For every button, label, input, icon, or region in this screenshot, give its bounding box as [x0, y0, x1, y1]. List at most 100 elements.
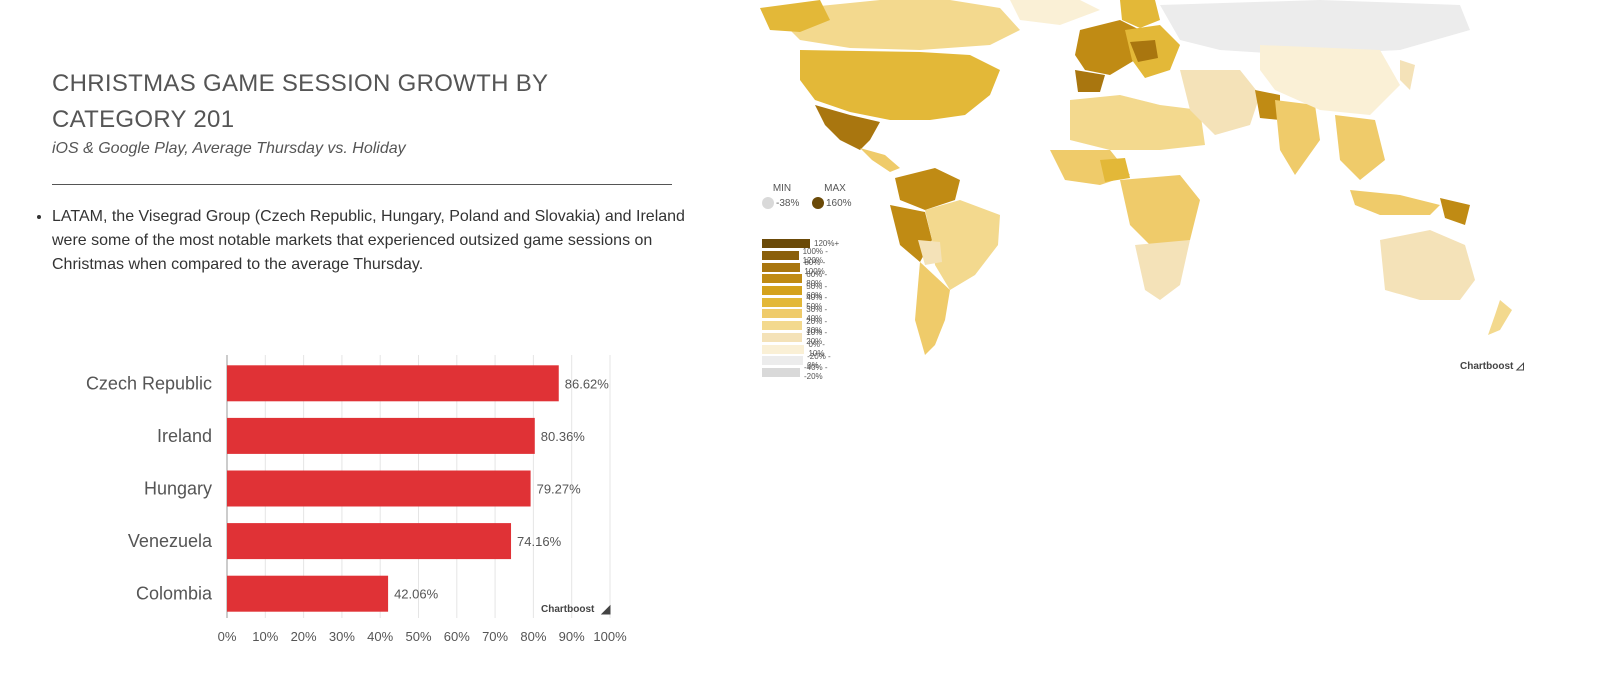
legend-entry: 80% - 100% — [762, 258, 839, 277]
legend-swatch — [762, 297, 803, 307]
page-subtitle: iOS & Google Play, Average Thursday vs. … — [52, 140, 406, 157]
region-nigeria — [1100, 158, 1130, 182]
chartboost-logo-icon — [600, 604, 611, 615]
legend-swatch — [762, 367, 800, 377]
region-north-africa — [1070, 95, 1205, 150]
bar — [227, 575, 389, 612]
legend-entry: 20% - 30% — [762, 317, 839, 335]
bar — [227, 523, 512, 560]
x-tick-label: 0% — [218, 629, 237, 644]
legend-max: MAX 160% — [812, 183, 858, 209]
legend-min-label: MIN — [772, 183, 792, 194]
legend-swatches: 120%+ 100% - 120% 80% - 100% 60% - 80% 50% -… — [762, 238, 839, 381]
x-tick-label: 90% — [559, 629, 585, 644]
region-greenland — [1010, 0, 1100, 25]
category-labels: Czech Republic Ireland Hungary Venezuela Col… — [86, 373, 213, 603]
value-label: 80.36% — [541, 429, 586, 444]
region-middle-east — [1180, 70, 1260, 135]
value-labels: 86.62% 80.36% 79.27% 74.16% 42.06% — [394, 376, 609, 601]
region-australia — [1380, 230, 1475, 300]
legend-entry: 60% - 80% — [762, 269, 839, 288]
value-label: 79.27% — [537, 482, 582, 497]
region-western-europe — [1075, 20, 1140, 75]
legend-entry: 120%+ — [762, 238, 839, 250]
legend-swatch — [762, 356, 804, 366]
legend-entry: -20% - 0% — [762, 351, 839, 370]
bullet-list: LATAM, the Visegrad Group (Czech Republi… — [32, 205, 692, 277]
region-southeast-asia — [1335, 115, 1385, 180]
legend-swatch — [762, 262, 801, 272]
region-china — [1260, 45, 1400, 115]
legend-label: 30% - 40% — [806, 304, 828, 323]
legend-label: 60% - 80% — [806, 269, 828, 288]
category-label: Colombia — [136, 584, 213, 604]
bar — [227, 365, 559, 402]
value-label: 74.16% — [517, 534, 562, 549]
region-indonesia — [1350, 190, 1440, 215]
region-scandinavia — [1120, 0, 1160, 28]
legend-entry: 50% - 60% — [762, 282, 839, 300]
legend-entry: -40% - -20% — [762, 363, 839, 381]
region-bolivia — [918, 240, 942, 265]
bar-chart: Czech Republic Ireland Hungary Venezuela Col… — [86, 355, 627, 644]
x-tick-label: 100% — [593, 629, 627, 644]
bars — [227, 365, 559, 612]
x-tick-label: 10% — [252, 629, 278, 644]
region-venezuela-colombia — [895, 168, 960, 210]
region-visegrad — [1130, 40, 1158, 62]
legend-entry: 30% - 40% — [762, 304, 839, 323]
legend-max-dot — [812, 197, 824, 209]
legend-swatch — [762, 344, 805, 354]
legend-entry: 10% - 20% — [762, 328, 839, 346]
legend-label: 40% - 50% — [806, 293, 828, 312]
legend-label: -40% - -20% — [803, 363, 828, 382]
category-label: Hungary — [144, 479, 212, 499]
legend-max-label: MAX — [824, 183, 846, 194]
bullet-item: LATAM, the Visegrad Group (Czech Republi… — [52, 205, 692, 277]
legend-label: 10% - 20% — [806, 328, 828, 347]
region-india — [1275, 100, 1320, 175]
legend-label: 120%+ — [814, 239, 840, 249]
chartboost-logo-icon: ◿ — [1516, 361, 1524, 372]
region-papua — [1440, 198, 1470, 225]
legend-label: 100% - 120% — [802, 246, 828, 265]
region-alaska — [760, 0, 830, 32]
map-watermark: Chartboost ◿ — [1460, 361, 1524, 372]
x-tick-label: 30% — [329, 629, 355, 644]
legend-min: MIN -38% — [762, 183, 802, 209]
region-southern-africa — [1135, 240, 1190, 300]
legend-swatch — [762, 274, 803, 284]
region-new-zealand — [1488, 300, 1512, 335]
legend-swatch — [762, 251, 799, 261]
legend-min-value: -38% — [776, 197, 800, 209]
region-pakistan — [1255, 90, 1280, 120]
region-japan — [1400, 60, 1415, 90]
divider — [52, 184, 672, 185]
map-watermark-text: Chartboost — [1460, 361, 1514, 372]
legend-label: 80% - 100% — [804, 258, 826, 277]
x-tick-label: 40% — [367, 629, 393, 644]
legend-swatch — [762, 309, 803, 319]
x-tick-labels: 0% 10% 20% 30% 40% 50% 60% 70% 80% 90% 100% — [218, 629, 627, 644]
legend-label: -20% - 0% — [807, 351, 831, 370]
legend-swatch — [762, 239, 810, 249]
region-argentina-chile — [915, 262, 950, 355]
legend-min-dot — [762, 197, 774, 209]
category-label: Ireland — [157, 426, 212, 446]
world-choropleth-map — [760, 0, 1512, 355]
region-brazil — [925, 200, 1000, 290]
legend-entry: 40% - 50% — [762, 293, 839, 312]
bar — [227, 470, 531, 507]
legend-max-value: 160% — [826, 197, 852, 209]
value-label: 86.62% — [565, 376, 610, 391]
legend-swatch — [762, 286, 803, 296]
region-usa — [800, 50, 1000, 120]
category-label: Venezuela — [128, 531, 213, 551]
bar — [227, 417, 535, 454]
x-tick-label: 70% — [482, 629, 508, 644]
x-tick-label: 20% — [291, 629, 317, 644]
region-central-america — [860, 148, 900, 172]
legend-entry: 100% - 120% — [762, 246, 839, 265]
legend-swatch — [762, 321, 803, 331]
category-label: Czech Republic — [86, 373, 212, 393]
